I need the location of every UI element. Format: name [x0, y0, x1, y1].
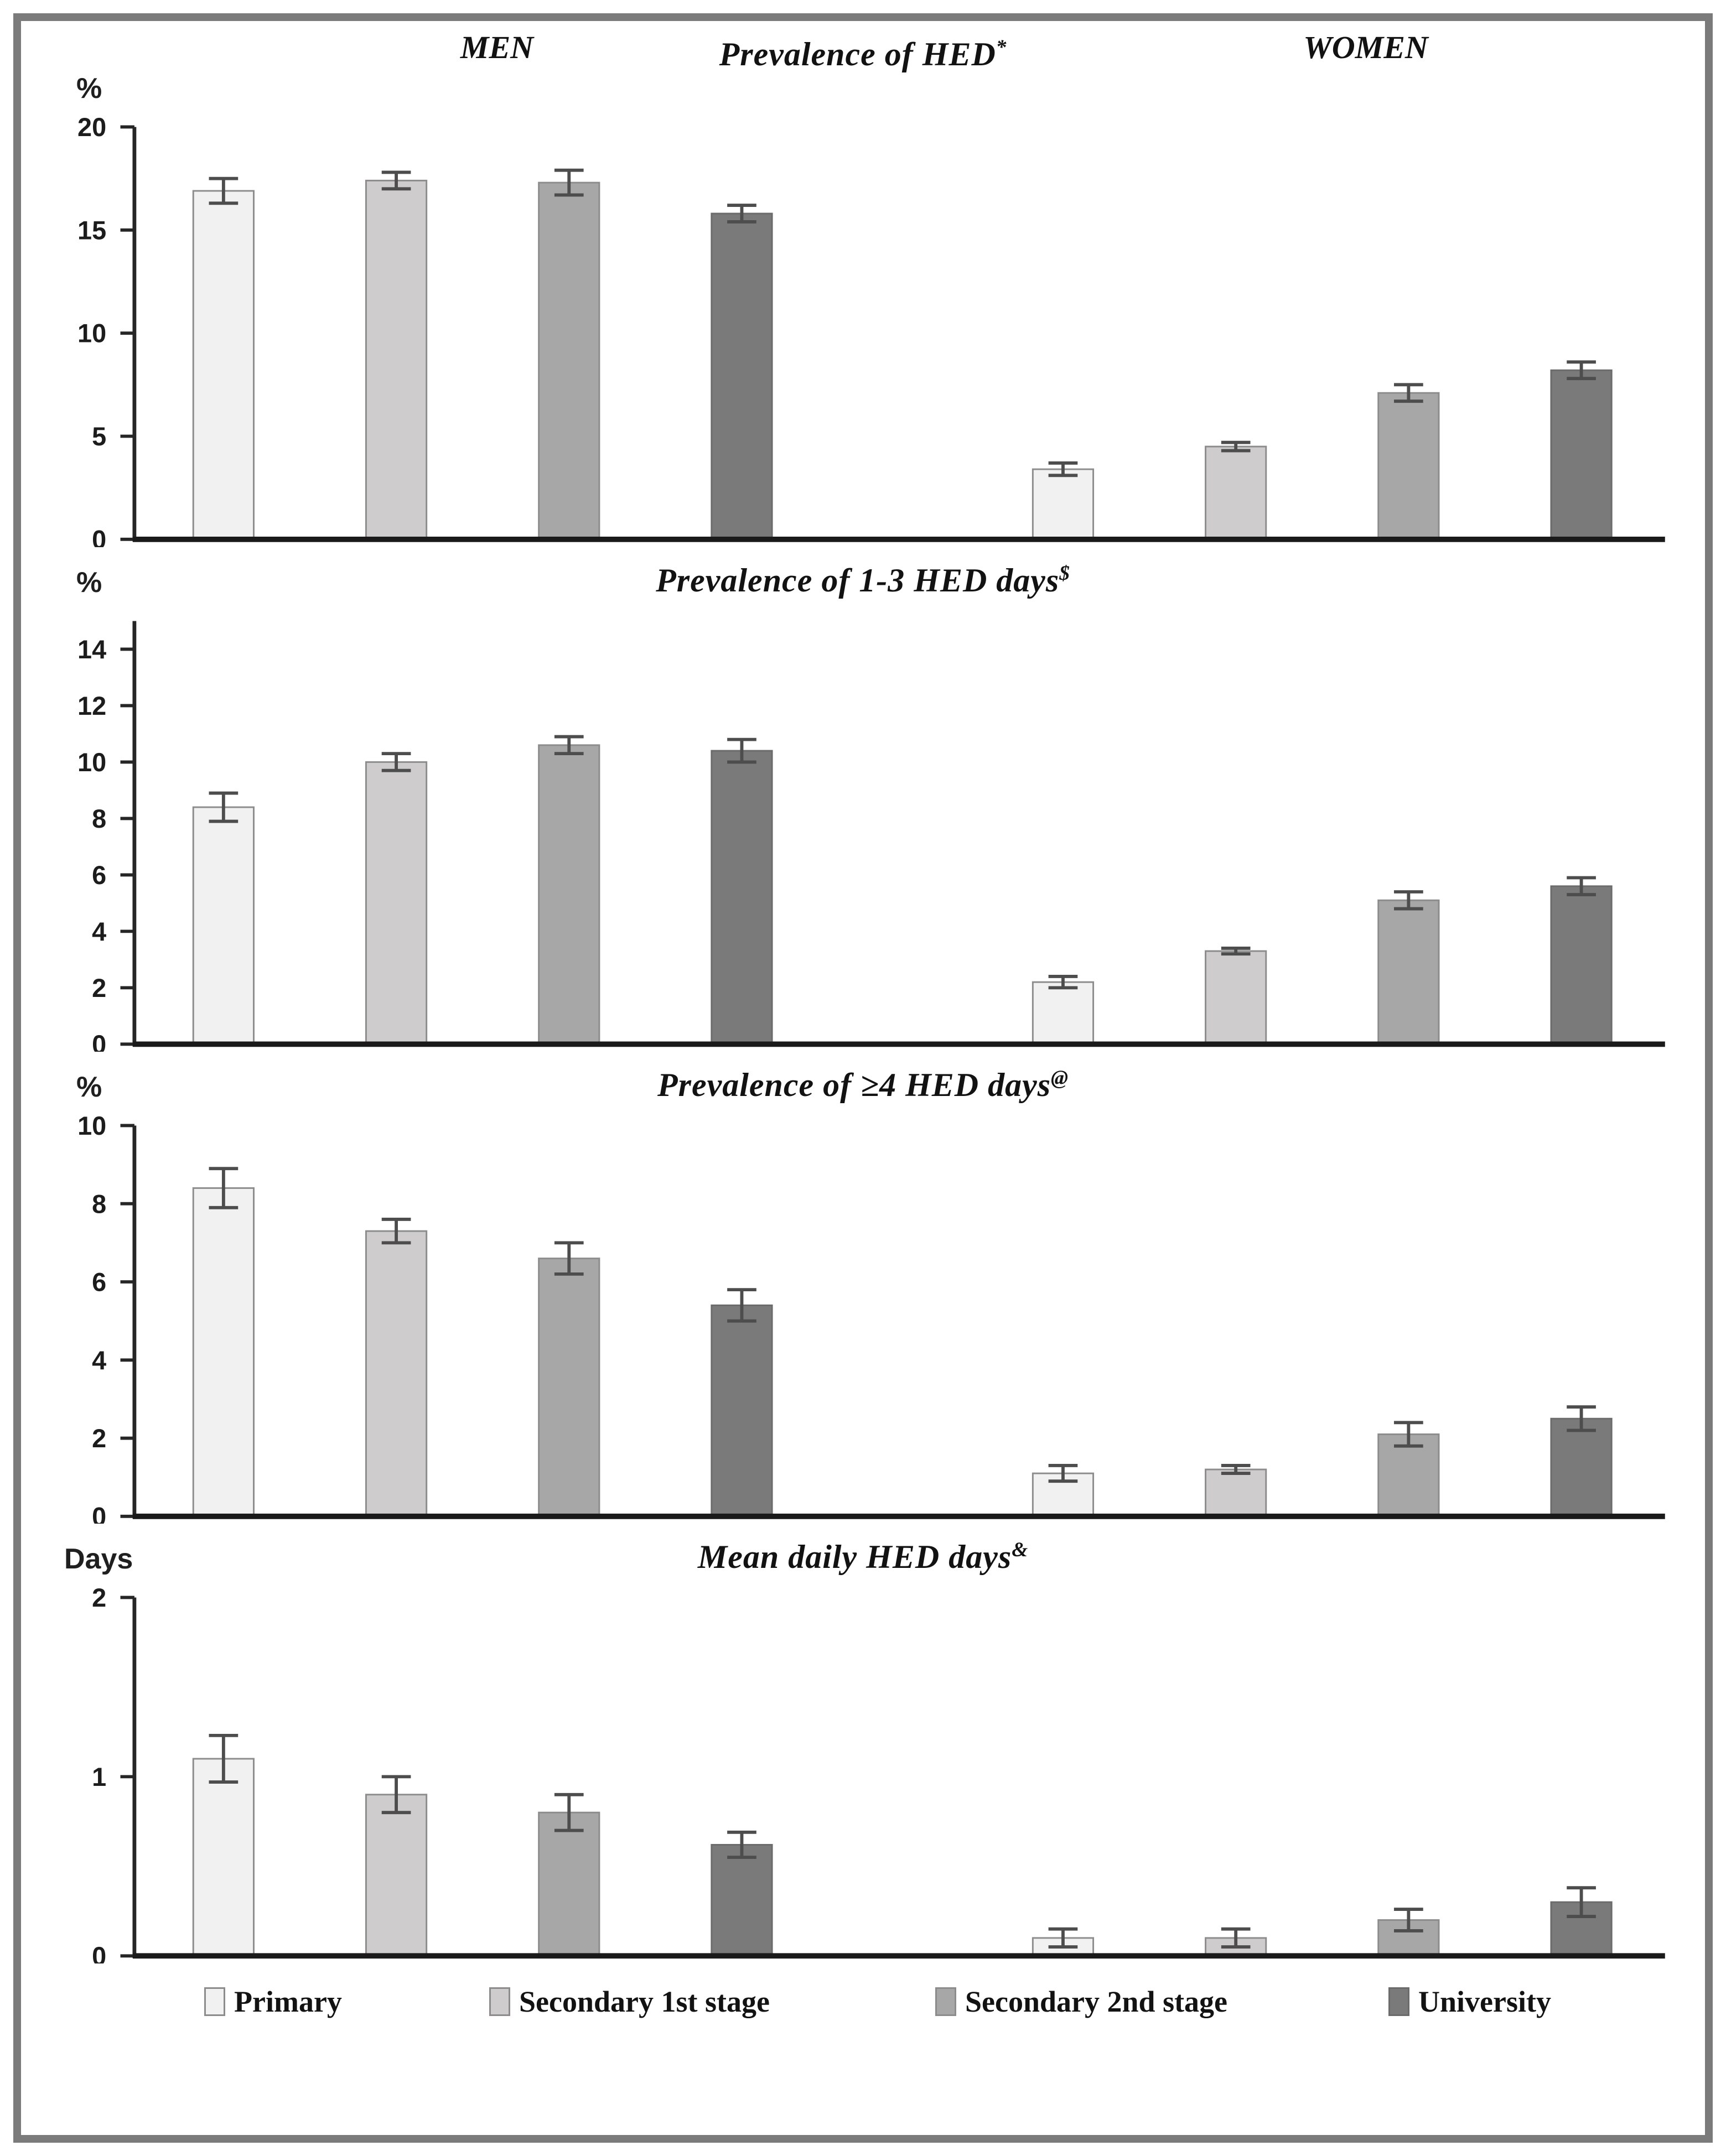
chart-prevalence-ge4-hed-days: % Prevalence of ≥4 HED days@ 0 2 4 6 8 10 [21, 1052, 1705, 1524]
chart-4-header: Days Mean daily HED days& [21, 1524, 1705, 1586]
chart-prevalence-hed: % MEN Prevalence of HED* WOMEN 0 5 10 15 20 [21, 21, 1705, 547]
y-axis-unit-1: % [76, 72, 102, 105]
y-tick-label: 4 [92, 917, 106, 945]
y-tick-label: 2 [92, 1424, 106, 1453]
chart-4-title-superscript: & [1012, 1538, 1029, 1561]
bar-men-primary [192, 1758, 255, 1957]
y-tick-label: 2 [92, 973, 106, 1002]
legend-label-primary: Primary [234, 1984, 342, 2018]
bar-men-secondary-1st-stage [365, 179, 428, 541]
y-tick-label: 6 [92, 860, 106, 889]
bar-women-primary [1032, 981, 1095, 1045]
chart-1-svg: 0 5 10 15 20 [77, 115, 1665, 547]
chart-2-header: % Prevalence of 1-3 HED days$ [21, 547, 1705, 609]
legend-item-secondary-1st-stage: Secondary 1st stage [489, 1984, 770, 2019]
chart-3-plot-area: 0 2 4 6 8 10 [21, 1114, 1705, 1524]
y-tick-label: 6 [92, 1267, 106, 1296]
bar-men-primary [192, 806, 255, 1045]
bar-women-university [1550, 369, 1613, 541]
y-tick-label: 2 [92, 1586, 106, 1612]
bar-women-secondary-2nd-stage [1377, 1433, 1440, 1517]
chart-3-title-superscript: @ [1051, 1066, 1069, 1089]
bar-men-secondary-1st-stage [365, 1794, 428, 1957]
bar-women-secondary-2nd-stage [1377, 899, 1440, 1045]
y-tick-label: 1 [92, 1763, 106, 1791]
y-tick-label: 0 [92, 1502, 106, 1524]
chart-4-plot-area: 0 1 2 [21, 1586, 1705, 1963]
bar-men-secondary-2nd-stage [538, 181, 600, 541]
legend-swatch-secondary-1st-stage [489, 1987, 510, 2016]
legend-swatch-university [1388, 1987, 1409, 2016]
chart-2-title-superscript: $ [1059, 562, 1070, 585]
legend-item-secondary-2nd-stage: Secondary 2nd stage [935, 1984, 1227, 2019]
bar-women-secondary-1st-stage [1205, 1468, 1267, 1517]
bar-women-primary [1032, 468, 1095, 541]
chart-3-title-text: Prevalence of ≥4 HED days [657, 1066, 1051, 1103]
y-axis-unit-2: % [76, 566, 102, 599]
y-tick-label: 10 [77, 1114, 106, 1140]
bar-men-secondary-1st-stage [365, 761, 428, 1045]
women-header: WOMEN [1303, 29, 1428, 65]
chart-3-header: % Prevalence of ≥4 HED days@ [21, 1052, 1705, 1114]
y-tick-label: 10 [77, 319, 106, 348]
chart-2-title-text: Prevalence of 1-3 HED days [656, 562, 1060, 599]
y-tick-label: 15 [77, 216, 106, 245]
chart-4-title: Mean daily HED days& [21, 1538, 1705, 1576]
bar-women-secondary-2nd-stage [1377, 392, 1440, 541]
legend-swatch-secondary-2nd-stage [935, 1987, 956, 2016]
legend-item-primary: Primary [204, 1984, 342, 2019]
y-tick-label: 12 [77, 692, 106, 720]
bar-men-secondary-2nd-stage [538, 1811, 600, 1957]
chart-mean-daily-hed-days: Days Mean daily HED days& 0 1 2 [21, 1524, 1705, 1963]
legend-item-university: University [1388, 1984, 1551, 2019]
bar-women-university [1550, 885, 1613, 1045]
bar-men-university [711, 212, 773, 541]
bar-men-secondary-2nd-stage [538, 1257, 600, 1517]
y-tick-label: 14 [77, 635, 106, 664]
bar-women-secondary-1st-stage [1205, 950, 1267, 1045]
chart-2-plot-area: 0 2 4 6 8 10 12 14 [21, 609, 1705, 1052]
bar-men-secondary-1st-stage [365, 1230, 428, 1517]
bar-women-secondary-1st-stage [1205, 445, 1267, 541]
bar-women-university [1550, 1417, 1613, 1517]
chart-1-plot-area: 0 5 10 15 20 [21, 115, 1705, 547]
y-tick-label: 5 [92, 422, 106, 451]
y-axis-unit-3: % [76, 1071, 102, 1103]
legend-swatch-primary [204, 1987, 225, 2016]
bar-men-primary [192, 1187, 255, 1517]
legend-label-university: University [1418, 1984, 1551, 2018]
bar-men-university [711, 750, 773, 1045]
bar-men-university [711, 1304, 773, 1517]
legend: Primary Secondary 1st stage Secondary 2n… [21, 1963, 1705, 2058]
chart-1-title-text: Prevalence of HED [719, 36, 996, 72]
y-tick-label: 20 [77, 115, 106, 142]
chart-2-title: Prevalence of 1-3 HED days$ [21, 562, 1705, 600]
y-tick-label: 10 [77, 748, 106, 777]
y-tick-label: 0 [92, 525, 106, 547]
legend-label-secondary-2nd-stage: Secondary 2nd stage [965, 1984, 1228, 2018]
chart-1-header: % MEN Prevalence of HED* WOMEN [21, 21, 1705, 115]
y-tick-label: 4 [92, 1345, 106, 1374]
figure-frame: % MEN Prevalence of HED* WOMEN 0 5 10 15 20 … [13, 13, 1713, 2143]
legend-label-secondary-1st-stage: Secondary 1st stage [519, 1984, 770, 2018]
chart-3-title: Prevalence of ≥4 HED days@ [21, 1066, 1705, 1104]
chart-4-svg: 0 1 2 [92, 1586, 1665, 1963]
y-tick-label: 8 [92, 1189, 106, 1218]
chart-1-title-superscript: * [996, 36, 1007, 59]
chart-4-title-text: Mean daily HED days [697, 1538, 1012, 1575]
y-tick-label: 0 [92, 1942, 106, 1963]
y-tick-label: 0 [92, 1030, 106, 1051]
bar-men-university [711, 1843, 773, 1957]
chart-1-title: Prevalence of HED* [21, 35, 1705, 74]
bar-men-primary [192, 190, 255, 541]
y-tick-label: 8 [92, 804, 106, 833]
chart-2-svg: 0 2 4 6 8 10 12 14 [77, 620, 1665, 1052]
bar-men-secondary-2nd-stage [538, 744, 600, 1045]
y-axis-unit-4: Days [64, 1542, 133, 1575]
chart-3-svg: 0 2 4 6 8 10 [77, 1114, 1665, 1524]
men-header: MEN [460, 29, 534, 65]
chart-prevalence-1-3-hed-days: % Prevalence of 1-3 HED days$ 0 2 4 6 8 10 12 1… [21, 547, 1705, 1052]
